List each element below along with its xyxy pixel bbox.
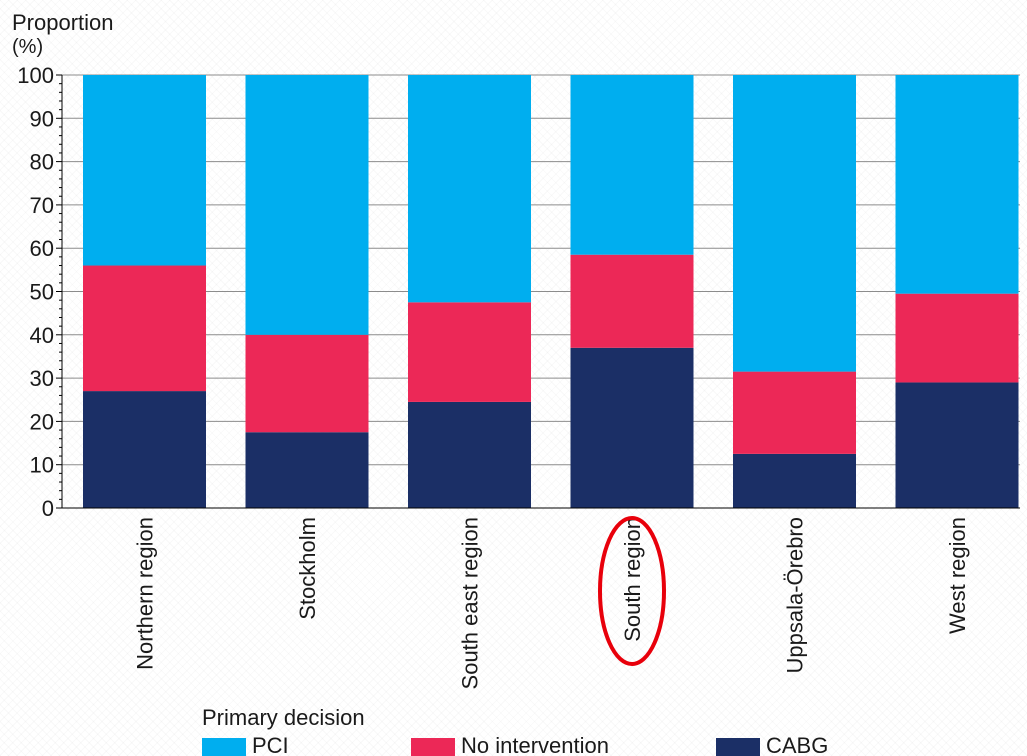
bar-no-intervention-west-region — [895, 293, 1019, 383]
y-tick-label: 40 — [30, 323, 54, 348]
bar-cabg-northern-region — [83, 391, 206, 508]
bar-no-intervention-northern-region — [83, 265, 206, 392]
y-tick-label: 0 — [42, 496, 54, 521]
bar-pci-south-east-region — [408, 75, 531, 303]
x-tick-label-south-region: South region — [620, 517, 645, 642]
legend-label-pci: PCI — [252, 733, 289, 756]
x-tick-label-northern-region: Northern region — [133, 517, 158, 670]
gridlines — [62, 74, 1020, 466]
y-tick-label: 100 — [17, 63, 54, 88]
legend-label-cabg: CABG — [766, 733, 828, 756]
y-tick-label: 30 — [30, 366, 54, 391]
y-tick-label: 20 — [30, 409, 54, 434]
legend-swatch-cabg — [716, 738, 760, 756]
y-tick-label: 90 — [30, 106, 54, 131]
y-tick-label: 60 — [30, 236, 54, 261]
y-tick-label: 80 — [30, 150, 54, 175]
bar-no-intervention-south-east-region — [408, 302, 531, 402]
legend-swatch-no-intervention — [411, 738, 455, 756]
bars — [83, 75, 1019, 508]
legend-swatch-pci — [202, 738, 246, 756]
y-axis-title-line1: Proportion — [12, 10, 114, 35]
bar-pci-south-region — [570, 75, 694, 255]
legend-label-no-intervention: No intervention — [461, 733, 609, 756]
bar-pci-stockholm — [245, 75, 369, 335]
bar-cabg-uppsala-orebro — [733, 453, 856, 508]
x-tick-label-stockholm: Stockholm — [295, 517, 320, 620]
bar-cabg-south-east-region — [408, 401, 531, 508]
bar-pci-uppsala-orebro — [733, 75, 856, 372]
bar-no-intervention-south-region — [570, 254, 694, 348]
bar-no-intervention-stockholm — [245, 334, 369, 433]
bar-cabg-south-region — [570, 347, 694, 508]
annotations — [598, 516, 666, 666]
legend-title: Primary decision — [202, 705, 365, 730]
y-axis: 0 10 20 30 40 50 60 70 80 90 100 — [17, 63, 1020, 521]
x-axis-labels: Northern region Stockholm South east regio… — [133, 517, 971, 689]
y-axis-title-line2: (%) — [12, 36, 43, 58]
y-tick-label: 50 — [30, 280, 54, 305]
bar-pci-northern-region — [83, 75, 206, 266]
x-tick-label-west-region: West region — [945, 517, 970, 634]
x-tick-label-south-east-region: South east region — [458, 517, 483, 689]
bar-no-intervention-uppsala-orebro — [733, 371, 856, 454]
y-tick-label: 70 — [30, 193, 54, 218]
bar-pci-west-region — [895, 75, 1019, 294]
x-tick-label-uppsala-orebro: Uppsala-Örebro — [783, 517, 808, 674]
highlight-ellipse — [598, 516, 666, 666]
y-tick-label: 10 — [30, 453, 54, 478]
legend: PCI No intervention CABG — [202, 733, 828, 756]
bar-cabg-stockholm — [245, 432, 369, 508]
bar-cabg-west-region — [895, 382, 1019, 508]
